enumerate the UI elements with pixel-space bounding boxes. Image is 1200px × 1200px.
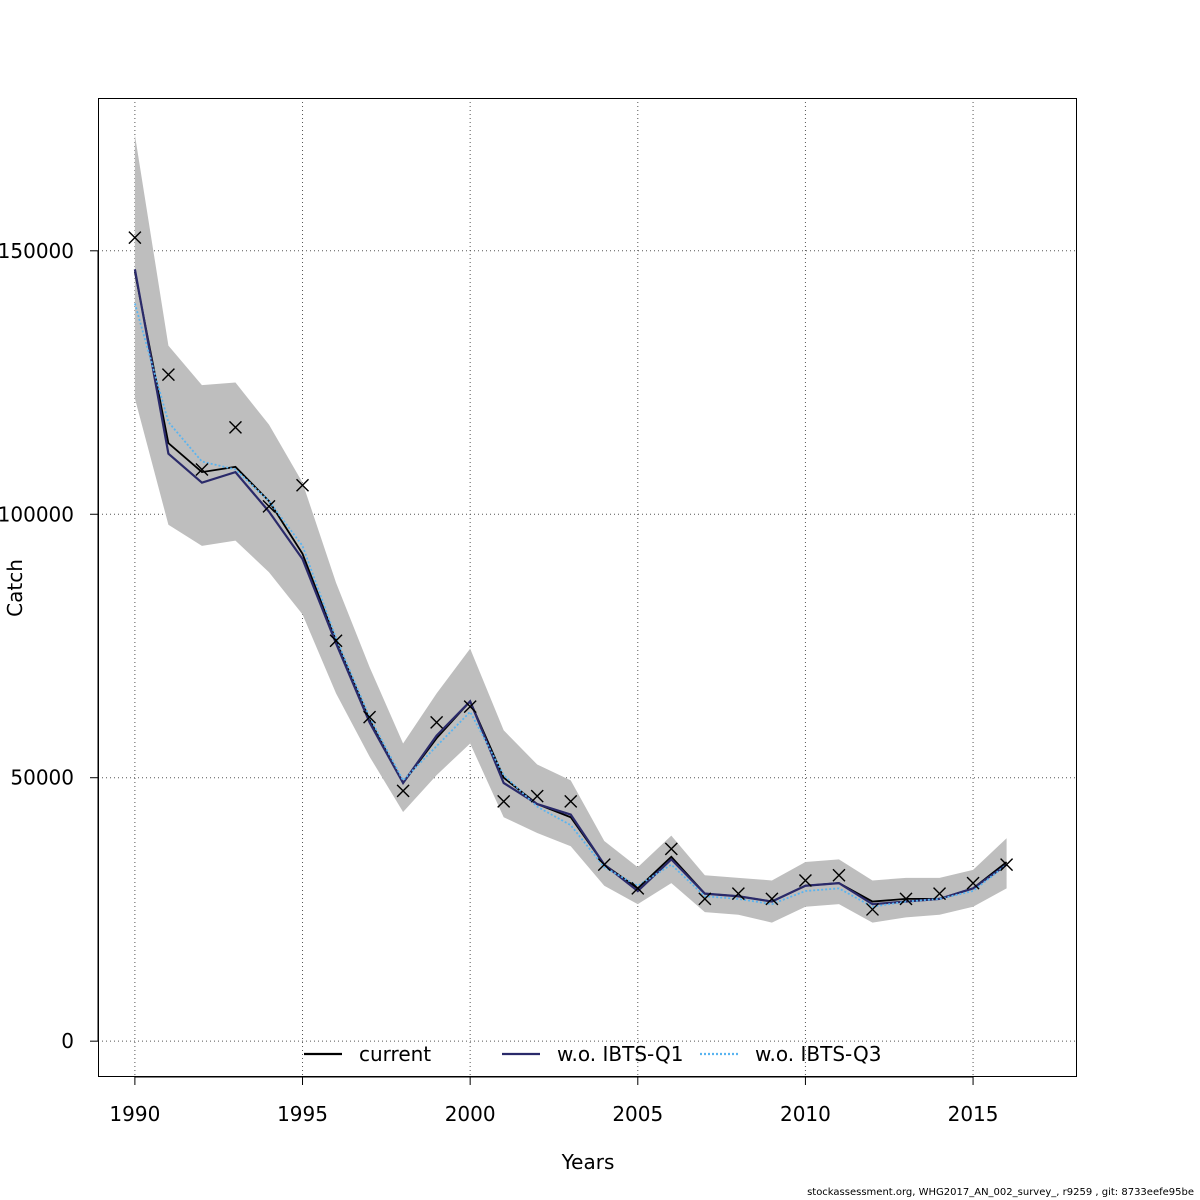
x-axis-label: Years (561, 1150, 615, 1174)
observed-point (396, 784, 410, 798)
observed-point (161, 368, 175, 382)
observed-point (631, 881, 645, 895)
legend-label: w.o. IBTS-Q3 (755, 1042, 881, 1066)
x-tick-label: 1990 (109, 1102, 160, 1126)
x-tick-label: 2010 (780, 1102, 831, 1126)
observed-point (564, 794, 578, 808)
observed-point (128, 231, 142, 245)
x-tick-label: 2015 (948, 1102, 999, 1126)
observed-point (664, 842, 678, 856)
observed-points (128, 231, 1014, 916)
observed-point (765, 892, 779, 906)
y-tick-label: 0 (61, 1029, 74, 1053)
observed-point (933, 887, 947, 901)
y-axis-label: Catch (3, 559, 27, 617)
observed-point (228, 420, 242, 434)
observed-point (966, 876, 980, 890)
plot-frame (98, 98, 1077, 1077)
observed-point (530, 789, 544, 803)
observed-point (195, 462, 209, 476)
x-tick-label: 2005 (612, 1102, 663, 1126)
observed-point (497, 794, 511, 808)
observed-point (296, 478, 310, 492)
footer-note: stockassessment.org, WHG2017_AN_002_surv… (807, 1187, 1194, 1198)
observed-point (430, 715, 444, 729)
x-tick-label: 1995 (277, 1102, 328, 1126)
legend: current w.o. IBTS-Q1 w.o. IBTS-Q3 (304, 1042, 881, 1066)
observed-point (798, 873, 812, 887)
series-line-w-o-ibts-q1 (133, 269, 1008, 906)
observed-point (329, 634, 343, 648)
observed-point (363, 710, 377, 724)
confidence-band (134, 134, 1007, 923)
observed-point (899, 892, 913, 906)
series-lines (133, 269, 1008, 908)
y-tick-label: 100000 (0, 502, 74, 526)
observed-point (832, 868, 846, 882)
observed-point (1000, 858, 1014, 872)
x-tick-label: 2000 (445, 1102, 496, 1126)
y-tick-label: 150000 (0, 239, 74, 263)
observed-point (698, 892, 712, 906)
y-axis: 0 50000 100000 150000 (0, 239, 99, 1053)
observed-point (865, 902, 879, 916)
observed-point (597, 858, 611, 872)
y-tick-label: 50000 (10, 766, 74, 790)
observed-point (463, 700, 477, 714)
series-line-current (133, 271, 1008, 903)
x-axis: 1990 1995 2000 2005 2010 2015 (109, 1076, 999, 1126)
legend-label: current (359, 1042, 431, 1066)
observed-point (262, 499, 276, 513)
observed-point (731, 887, 745, 901)
grid-lines (98, 98, 1077, 1077)
legend-label: w.o. IBTS-Q1 (557, 1042, 683, 1066)
